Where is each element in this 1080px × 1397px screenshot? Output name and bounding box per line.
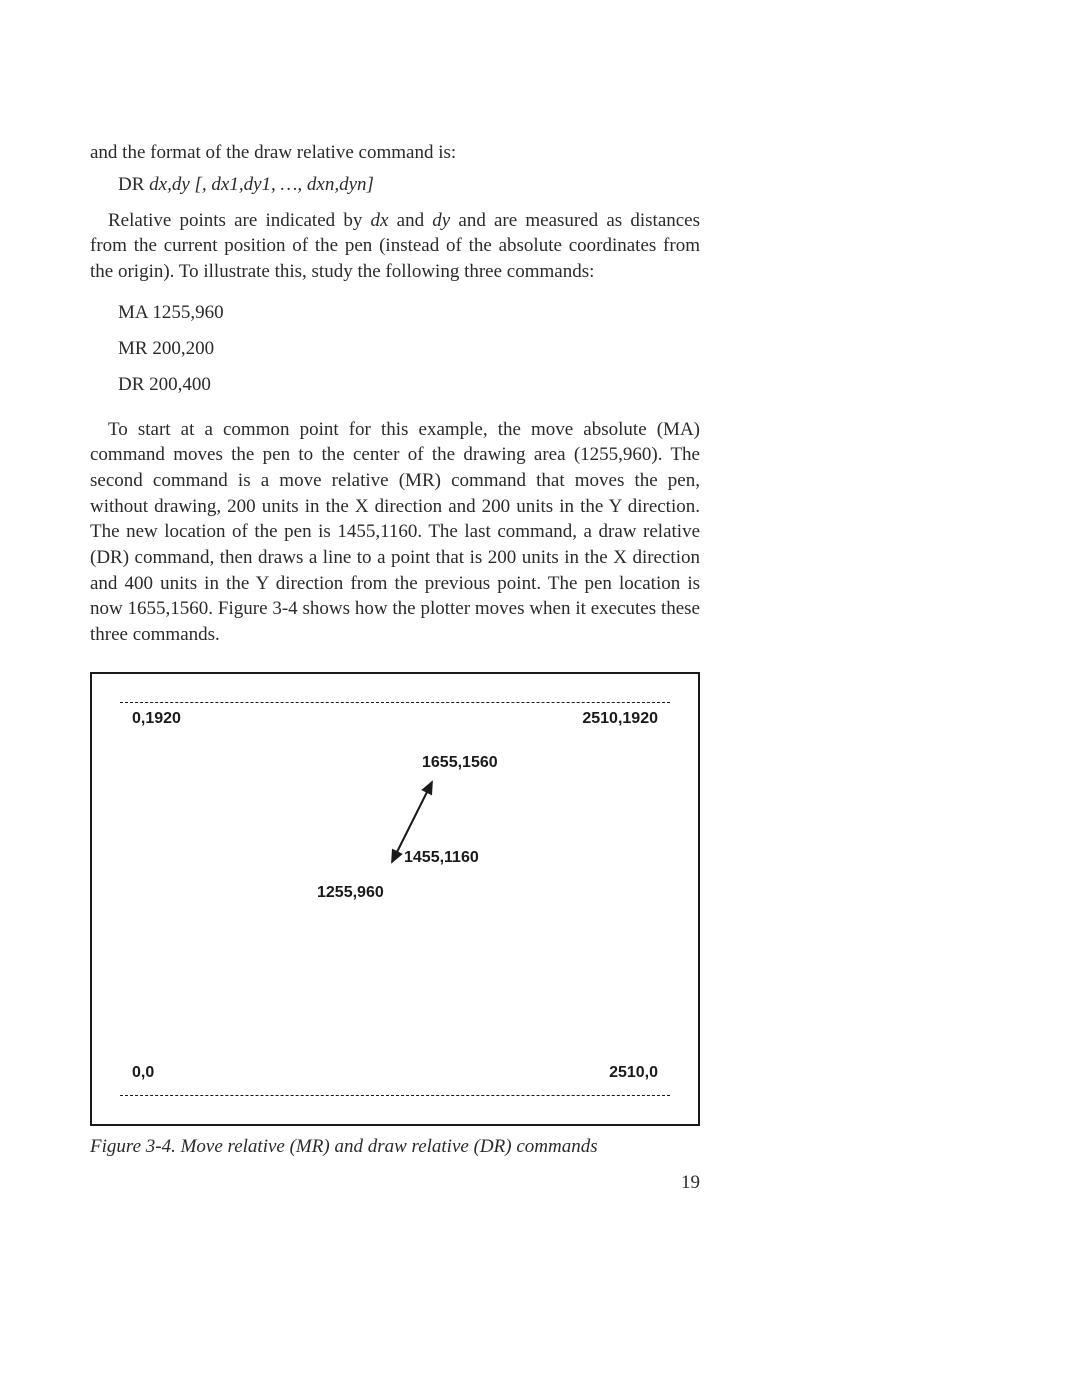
figure-box: 0,1920 2510,1920 1655,1560 1455,1160 125… xyxy=(90,672,700,1126)
command-list: MA 1255,960 MR 200,200 DR 200,400 xyxy=(118,295,700,403)
para1-b: and xyxy=(388,210,432,231)
command-line: DR 200,400 xyxy=(118,367,700,403)
para1-dx: dx xyxy=(371,210,389,231)
figure-caption: Figure 3-4. Move relative (MR) and draw … xyxy=(90,1136,700,1158)
command-line: MA 1255,960 xyxy=(118,295,700,331)
command-line: MR 200,200 xyxy=(118,331,700,367)
para1-dy: dy xyxy=(432,210,450,231)
syntax-args: dx,dy [, dx1,dy1, …, dxn,dyn] xyxy=(149,174,374,195)
intro-line: and the format of the draw relative comm… xyxy=(90,140,700,166)
para1-a: Relative points are indicated by xyxy=(108,210,371,231)
page-number: 19 xyxy=(90,1172,700,1194)
paragraph-2: To start at a common point for this exam… xyxy=(90,417,700,648)
syntax-line: DR dx,dy [, dx1,dy1, …, dxn,dyn] xyxy=(118,174,700,196)
draw-line-svg xyxy=(92,674,692,1124)
paragraph-1: Relative points are indicated by dx and … xyxy=(90,208,700,285)
syntax-cmd: DR xyxy=(118,174,149,195)
page-content: and the format of the draw relative comm… xyxy=(0,0,1080,1254)
relative-draw-line xyxy=(392,782,432,862)
